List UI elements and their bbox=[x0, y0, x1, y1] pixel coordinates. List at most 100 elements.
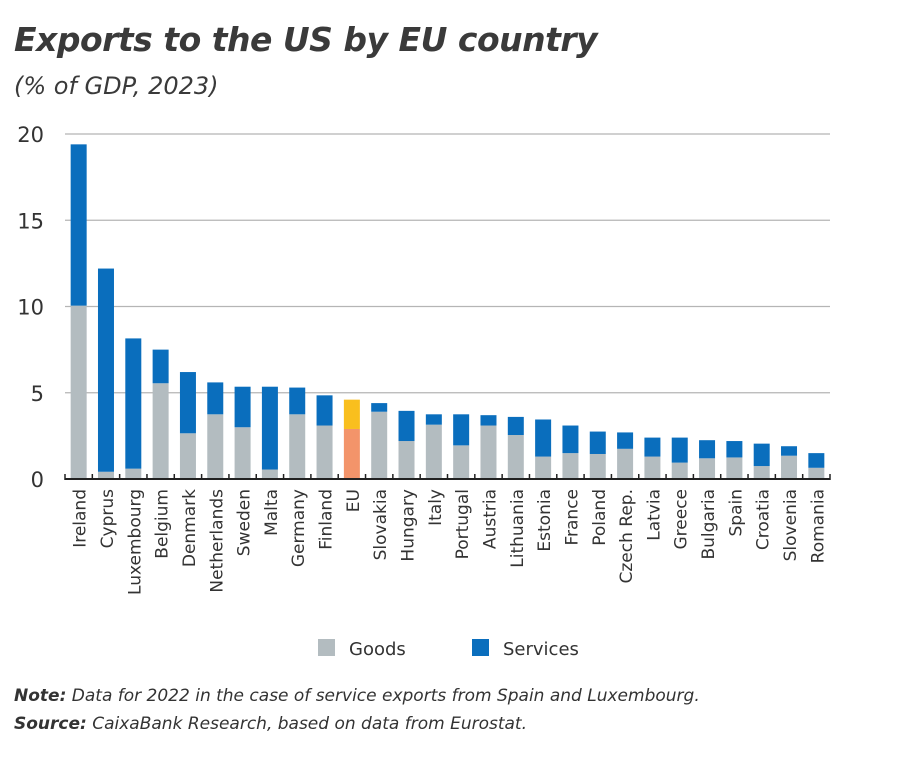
bar-services-Estonia bbox=[535, 419, 552, 457]
bar-services-Hungary bbox=[398, 410, 415, 442]
bar-services-Slovakia bbox=[371, 403, 388, 412]
bar-goods-Belgium bbox=[152, 383, 169, 479]
note-text: Data for 2022 in the case of service exp… bbox=[66, 686, 700, 706]
bar-goods-Greece bbox=[671, 462, 688, 479]
bar-services-Ireland bbox=[70, 144, 87, 306]
bar-goods-Germany bbox=[289, 414, 306, 479]
bar-goods-Malta bbox=[261, 469, 278, 479]
bar-goods-Slovenia bbox=[781, 455, 798, 479]
bar-services-Slovenia bbox=[781, 446, 798, 456]
y-tick-label: 0 bbox=[31, 468, 44, 492]
x-tick-label: France bbox=[562, 489, 582, 546]
x-tick-label: Netherlands bbox=[207, 489, 227, 593]
bar-services-Romania bbox=[808, 453, 825, 468]
bar-services-Austria bbox=[480, 415, 497, 426]
bar-goods-Estonia bbox=[535, 456, 552, 479]
legend-label-services: Services bbox=[503, 639, 579, 660]
bar-goods-Sweden bbox=[234, 427, 251, 479]
x-tick-label: Slovakia bbox=[371, 489, 391, 560]
x-tick-label: Malta bbox=[262, 489, 282, 536]
x-tick-label: Germany bbox=[289, 489, 309, 567]
bar-services-Latvia bbox=[644, 437, 661, 457]
bar-services-Lithuania bbox=[507, 416, 524, 436]
bar-services-Italy bbox=[425, 414, 442, 425]
x-tick-label: Luxembourg bbox=[125, 489, 145, 595]
y-tick-label: 10 bbox=[17, 296, 44, 320]
bar-goods-Bulgaria bbox=[699, 458, 716, 479]
bar-services-Sweden bbox=[234, 386, 251, 428]
note-label: Note: bbox=[14, 686, 67, 706]
legend-swatch-goods bbox=[318, 639, 335, 656]
chart-subtitle: (% of GDP, 2023) bbox=[14, 72, 219, 100]
x-tick-label: Austria bbox=[480, 489, 500, 549]
bar-goods-Latvia bbox=[644, 456, 661, 479]
bar-services-Spain bbox=[726, 441, 743, 458]
bar-goods-Italy bbox=[425, 424, 442, 479]
bar-services-Croatia bbox=[753, 443, 770, 467]
note: Note: Data for 2022 in the case of servi… bbox=[14, 686, 700, 706]
x-tick-label: Bulgaria bbox=[699, 489, 719, 560]
bar-goods-France bbox=[562, 453, 579, 479]
x-tick-label: Slovenia bbox=[781, 489, 801, 561]
x-tick-label: Hungary bbox=[399, 489, 419, 562]
legend-label-goods: Goods bbox=[349, 639, 406, 660]
bar-services-Malta bbox=[261, 386, 278, 470]
x-tick-label: Belgium bbox=[153, 489, 173, 559]
bar-goods-Finland bbox=[316, 425, 333, 479]
bar-services-Luxembourg bbox=[125, 338, 142, 469]
source: Source: CaixaBank Research, based on dat… bbox=[14, 714, 527, 734]
x-tick-label: Estonia bbox=[535, 489, 555, 552]
bar-goods-Netherlands bbox=[207, 414, 224, 479]
y-tick-label: 15 bbox=[17, 209, 44, 233]
bar-services-Denmark bbox=[179, 372, 196, 434]
bar-services-Germany bbox=[289, 387, 306, 415]
bar-goods-Ireland bbox=[70, 305, 87, 479]
bar-goods-Austria bbox=[480, 425, 497, 479]
x-tick-label: Czech Rep. bbox=[617, 489, 637, 583]
bar-services-France bbox=[562, 425, 579, 454]
bar-services-Czech Rep. bbox=[617, 432, 634, 449]
bar-goods-Spain bbox=[726, 457, 743, 479]
x-tick-label: Portugal bbox=[453, 489, 473, 559]
bar-services-Finland bbox=[316, 395, 333, 426]
x-tick-label: EU bbox=[344, 489, 364, 512]
x-tick-label: Sweden bbox=[235, 489, 255, 556]
source-text: CaixaBank Research, based on data from E… bbox=[86, 714, 527, 734]
bar-services-Poland bbox=[589, 431, 606, 454]
bar-goods-Lithuania bbox=[507, 435, 524, 479]
x-tick-label: Cyprus bbox=[98, 489, 118, 548]
bar-goods-Romania bbox=[808, 467, 825, 479]
x-tick-label: Croatia bbox=[754, 489, 774, 550]
bar-goods-Croatia bbox=[753, 466, 770, 479]
bar-services-Bulgaria bbox=[699, 440, 716, 459]
x-tick-label: Greece bbox=[672, 489, 692, 550]
x-tick-label: Denmark bbox=[180, 489, 200, 567]
x-tick-label: Romania bbox=[808, 489, 828, 563]
bar-goods-Poland bbox=[589, 453, 606, 479]
x-tick-label: Spain bbox=[726, 489, 746, 537]
bar-goods-Slovakia bbox=[371, 411, 388, 479]
bar-services-Greece bbox=[671, 437, 688, 463]
chart-title: Exports to the US by EU country bbox=[14, 20, 598, 59]
x-tick-label: Ireland bbox=[71, 489, 91, 548]
bar-goods-Czech Rep. bbox=[617, 448, 634, 479]
bar-goods-Denmark bbox=[179, 433, 196, 479]
x-tick-label: Italy bbox=[426, 489, 446, 526]
bar-goods-Portugal bbox=[453, 445, 470, 479]
x-tick-label: Finland bbox=[317, 489, 337, 550]
bar-goods-Cyprus bbox=[97, 471, 114, 479]
x-tick-label: Latvia bbox=[644, 489, 664, 541]
y-tick-label: 5 bbox=[31, 382, 44, 406]
bar-services-Belgium bbox=[152, 349, 169, 384]
bar-goods-Hungary bbox=[398, 441, 415, 479]
bar-goods-EU bbox=[343, 428, 360, 479]
bar-services-EU bbox=[343, 399, 360, 429]
bar-services-Portugal bbox=[453, 414, 470, 446]
bar-services-Netherlands bbox=[207, 382, 224, 415]
bar-goods-Luxembourg bbox=[125, 468, 142, 479]
y-tick-label: 20 bbox=[17, 123, 44, 147]
x-tick-label: Lithuania bbox=[508, 489, 528, 568]
x-tick-label: Poland bbox=[590, 489, 610, 546]
source-label: Source: bbox=[14, 714, 87, 734]
